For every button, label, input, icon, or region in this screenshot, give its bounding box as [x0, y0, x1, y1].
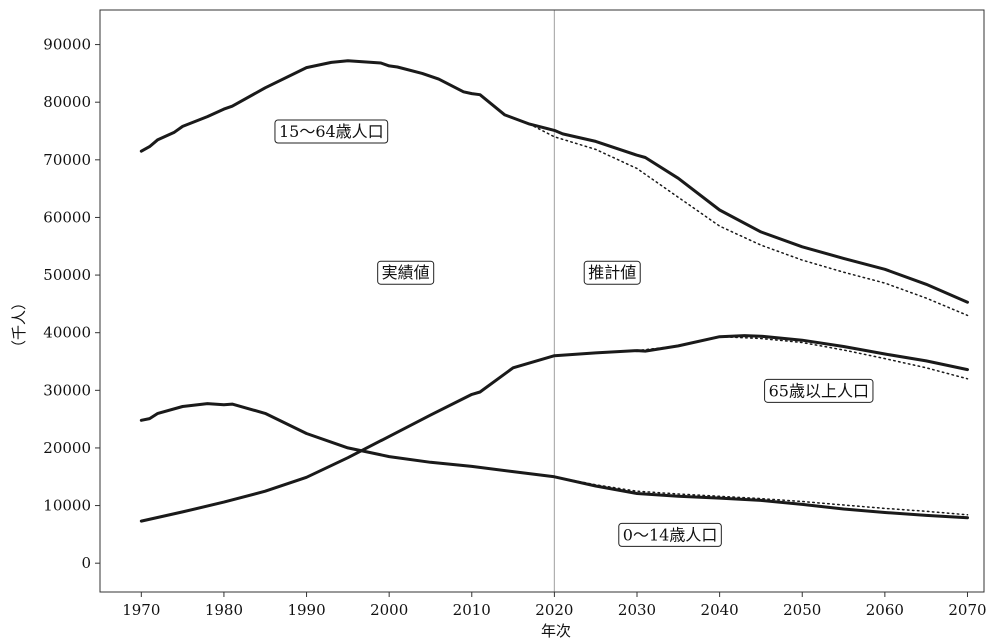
- axes-layer: 0 10000 20000 30000 40000 50000 60000 70000 8000…: [43, 9, 987, 619]
- annotation-label: 実績値: [382, 263, 430, 282]
- y-tick-label: 50000: [43, 266, 91, 284]
- annotation-0: 15〜64歳人口: [274, 119, 389, 144]
- y-tick-label: 10000: [43, 497, 91, 515]
- y-tick-label: 30000: [43, 381, 91, 399]
- x-tick-label: 2040: [701, 601, 739, 619]
- projection-line-1: [528, 123, 969, 317]
- x-axis-label: 年次: [541, 622, 571, 640]
- x-tick-label: 2060: [866, 601, 904, 619]
- annotation-label: 15〜64歳人口: [279, 122, 384, 141]
- series-line-0: [139, 59, 969, 304]
- annotation-4: 0〜14歳人口: [618, 522, 722, 547]
- y-axis-label: （千人）: [10, 295, 28, 355]
- x-tick-label: 1970: [122, 601, 160, 619]
- x-tick-label: 2010: [453, 601, 491, 619]
- plot-frame: [99, 9, 985, 593]
- annotation-3: 65歳以上人口: [764, 378, 874, 403]
- y-tick-label: 60000: [43, 208, 91, 226]
- y-tick-label: 80000: [43, 93, 91, 111]
- series-layer: [139, 59, 969, 523]
- annotation-box: [377, 260, 435, 285]
- projection-line-3: [636, 335, 969, 380]
- series-line-2: [139, 334, 969, 523]
- x-tick-label: 1980: [205, 601, 243, 619]
- x-tick-label: 2050: [783, 601, 821, 619]
- annotation-box: [583, 260, 641, 285]
- y-tick-label: 20000: [43, 439, 91, 457]
- x-tick-label: 2030: [618, 601, 656, 619]
- x-tick-label: 2070: [948, 601, 986, 619]
- projection-line-5: [553, 476, 969, 516]
- annotation-label: 推計値: [588, 263, 636, 282]
- annotation-1: 実績値: [377, 260, 435, 285]
- y-tick-label: 90000: [43, 36, 91, 54]
- series-line-4: [139, 402, 969, 520]
- x-tick-label: 2000: [370, 601, 408, 619]
- x-tick-label: 1990: [287, 601, 325, 619]
- annotation-label: 65歳以上人口: [769, 381, 869, 400]
- annotation-box: [764, 378, 874, 403]
- y-tick-label: 40000: [43, 324, 91, 342]
- y-tick-label: 0: [81, 554, 91, 572]
- annotation-box: [274, 119, 389, 144]
- annotation-2: 推計値: [583, 260, 641, 285]
- y-tick-label: 70000: [43, 151, 91, 169]
- annotation-box: [618, 522, 722, 547]
- x-tick-label: 2020: [535, 601, 573, 619]
- annotation-label: 0〜14歳人口: [623, 525, 718, 544]
